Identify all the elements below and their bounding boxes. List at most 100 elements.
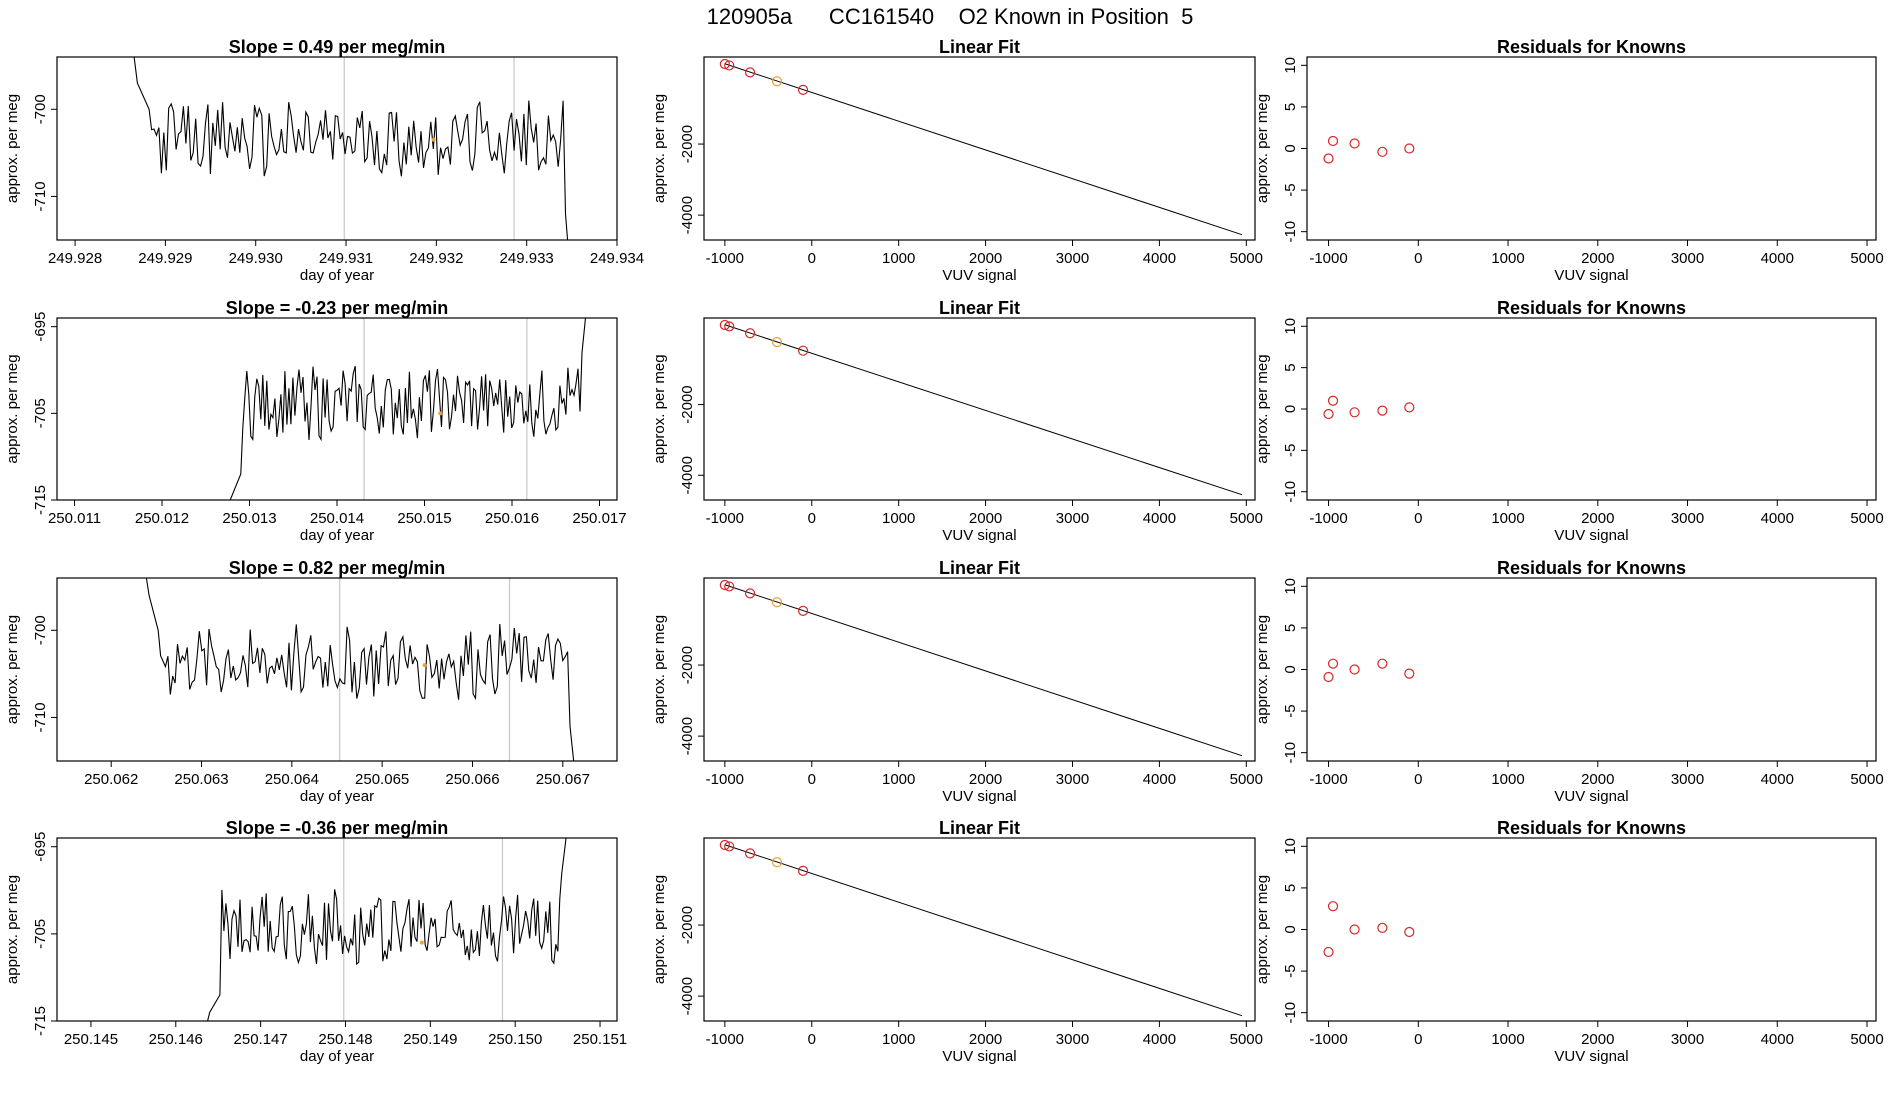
panel-title: Residuals for Knowns (1497, 818, 1686, 838)
plot-frame (1306, 837, 1877, 1022)
x-tick-label: -1000 (706, 250, 744, 267)
panel-residuals-4: Residuals for Knowns -1000 0 1000 2000 3000 40… (1254, 818, 1884, 1065)
x-tick-label: 2000 (1581, 250, 1614, 267)
y-tick-label: -10 (1282, 221, 1299, 243)
y-tick-label: 0 (1282, 144, 1299, 152)
x-tick-label: 5000 (1850, 771, 1883, 788)
y-axis-label: approx. per meg (651, 615, 668, 724)
y-axis-label: approx. per meg (651, 354, 668, 463)
x-tick-label: 4000 (1761, 771, 1794, 788)
y-axis-label: approx. per meg (4, 875, 21, 984)
x-tick-label: 249.934 (590, 250, 644, 267)
y-tick-label: -705 (32, 919, 49, 949)
panel-residuals-1: Residuals for Knowns -1000 0 1000 2000 3000 40… (1254, 37, 1884, 284)
x-tick-label: 4000 (1143, 250, 1176, 267)
plot-frame (56, 56, 618, 241)
panel-title: Residuals for Knowns (1497, 558, 1686, 578)
time-series-line (207, 838, 567, 1021)
x-tick-label: 3000 (1056, 1031, 1089, 1048)
plot-frame (56, 577, 618, 762)
panel-title: Slope = 0.82 per meg/min (229, 558, 446, 578)
x-tick-label: 3000 (1056, 250, 1089, 267)
x-tick-label: 250.015 (397, 510, 451, 527)
y-tick-label: -10 (1282, 1002, 1299, 1024)
residual-point (1323, 408, 1334, 420)
plot-area (1323, 135, 1415, 164)
residual-point (1404, 402, 1415, 413)
figure-title: 120905a CC161540 O2 Known in Position 5 (706, 4, 1194, 29)
x-tick-label: 5000 (1230, 771, 1263, 788)
data-point (744, 67, 756, 78)
plot-area (229, 318, 587, 500)
y-tick-label: -710 (32, 702, 49, 732)
x-axis-label: VUV signal (1554, 788, 1628, 805)
data-point (719, 839, 730, 851)
panel-timeseries-4: Slope = -0.36 per meg/min 250.145 250.146 2… (4, 818, 627, 1065)
x-tick-label: 250.065 (355, 771, 409, 788)
x-axis-label: day of year (300, 788, 374, 805)
panel-title: Linear Fit (939, 298, 1020, 318)
x-tick-label: 2000 (1581, 510, 1614, 527)
panel-residuals-3: Residuals for Knowns -1000 0 1000 2000 3000 40… (1254, 558, 1884, 805)
plot-frame (56, 837, 618, 1022)
plot-area (133, 57, 569, 240)
plot-area (145, 578, 575, 761)
mean-marker (431, 137, 436, 142)
residual-point (1377, 658, 1388, 669)
panel-linear_fit-1: Linear Fit -1000 0 1000 2000 3000 4000 5000 -200… (651, 37, 1263, 284)
x-axis-label: day of year (300, 267, 374, 284)
x-tick-label: 250.066 (445, 771, 499, 788)
x-tick-label: 249.928 (48, 250, 102, 267)
x-tick-label: 250.016 (485, 510, 539, 527)
mean-marker (438, 411, 443, 416)
y-axis-label: approx. per meg (651, 94, 668, 203)
y-axis-label: approx. per meg (651, 875, 668, 984)
x-tick-label: -1000 (1309, 1031, 1347, 1048)
y-axis-label: approx. per meg (4, 615, 21, 724)
x-axis-label: VUV signal (1554, 527, 1628, 544)
x-tick-label: -1000 (1309, 510, 1347, 527)
x-axis-label: VUV signal (1554, 1048, 1628, 1065)
data-point (719, 58, 730, 70)
y-tick-label: -4000 (679, 456, 696, 494)
y-tick-label: -10 (1282, 742, 1299, 764)
x-tick-label: 250.017 (572, 510, 626, 527)
x-tick-label: 250.011 (48, 510, 101, 527)
x-tick-label: 2000 (969, 1031, 1002, 1048)
x-tick-label: 250.146 (149, 1031, 203, 1048)
x-tick-label: 5000 (1230, 1031, 1263, 1048)
x-tick-label: 2000 (1581, 1031, 1614, 1048)
plot-area (719, 58, 1243, 236)
y-tick-label: -5 (1282, 704, 1299, 717)
x-tick-label: 250.064 (265, 771, 319, 788)
y-axis-label: approx. per meg (1254, 615, 1271, 724)
y-tick-label: 10 (1282, 57, 1299, 74)
x-tick-label: 3000 (1056, 771, 1089, 788)
residual-point (1377, 922, 1388, 933)
y-tick-label: 5 (1282, 884, 1299, 892)
y-tick-label: 10 (1282, 838, 1299, 855)
y-tick-label: -695 (32, 832, 49, 862)
data-point (797, 865, 809, 876)
x-tick-label: -1000 (706, 510, 744, 527)
plot-area (719, 839, 1243, 1017)
x-axis-label: VUV signal (1554, 267, 1628, 284)
x-tick-label: 249.933 (500, 250, 554, 267)
time-series-line (229, 318, 587, 500)
x-tick-label: 3000 (1671, 771, 1704, 788)
data-point (724, 581, 735, 592)
x-axis-label: VUV signal (942, 267, 1016, 284)
x-tick-label: 5000 (1850, 1031, 1883, 1048)
data-point (744, 588, 756, 599)
x-tick-label: 4000 (1761, 250, 1794, 267)
residual-point (1323, 153, 1334, 164)
x-tick-label: 0 (1414, 250, 1422, 267)
data-point (771, 76, 783, 87)
x-tick-label: 5000 (1850, 510, 1883, 527)
x-axis-label: VUV signal (942, 1048, 1016, 1065)
fit-line (724, 844, 1243, 1017)
residual-point (1327, 901, 1339, 912)
x-tick-label: 250.013 (222, 510, 276, 527)
x-tick-label: 249.929 (138, 250, 192, 267)
panel-title: Residuals for Knowns (1497, 298, 1686, 318)
